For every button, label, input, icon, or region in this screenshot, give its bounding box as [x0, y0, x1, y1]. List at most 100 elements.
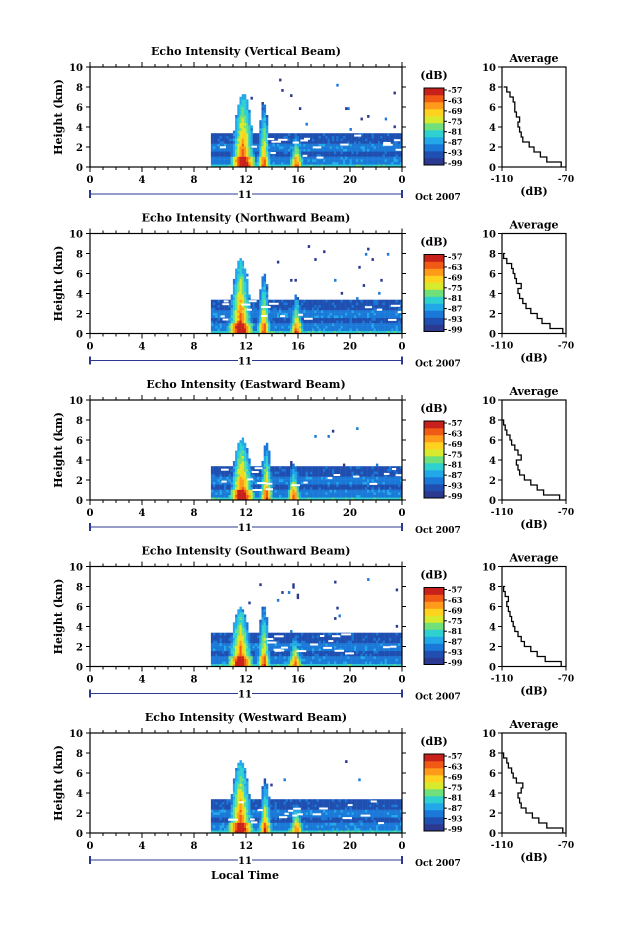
heatmap-cell — [265, 458, 269, 462]
heatmap-cell — [268, 645, 271, 649]
heatmap-cell — [318, 141, 322, 144]
heatmap-cell — [397, 328, 401, 332]
heatmap-cell — [316, 632, 319, 636]
heatmap-cell — [241, 455, 245, 459]
heatmap-cell — [353, 468, 357, 472]
heatmap-cell — [362, 320, 366, 324]
heatmap-cell — [312, 315, 315, 319]
heatmap-cell — [342, 481, 346, 485]
heatmap-cell — [393, 159, 396, 162]
heatmap-cell — [342, 159, 346, 162]
heatmap-cell — [290, 323, 293, 326]
heatmap-cell — [351, 489, 355, 493]
heatmap-cell — [353, 474, 357, 477]
heatmap-cell — [252, 650, 256, 654]
heatmap-cell — [373, 328, 377, 332]
heatmap-cell — [305, 635, 308, 639]
heatmap-cell — [318, 637, 322, 641]
heatmap-cell — [371, 310, 374, 313]
heatmap-cell — [312, 474, 315, 477]
heatmap-cell — [252, 143, 256, 147]
heatmap-cell — [235, 617, 238, 620]
heatmap-cell — [243, 271, 247, 274]
heatmap-cell — [303, 468, 306, 472]
heatmap-cell — [235, 656, 238, 659]
heatmap-cell — [265, 291, 269, 295]
heatmap-cell — [219, 330, 223, 334]
colorbar-tick-label: -69 — [448, 439, 463, 449]
heatmap-cell — [250, 479, 253, 482]
heatmap-cell — [263, 297, 267, 300]
heatmap-cell — [235, 635, 238, 639]
heatmap-cell — [237, 611, 240, 615]
heatmap-cell — [252, 304, 256, 308]
heatmap-cell — [303, 156, 306, 160]
heatmap-cell — [380, 494, 383, 498]
heatmap-cell — [250, 302, 253, 306]
y-tick-label: 10 — [69, 63, 83, 74]
heatmap-cell — [371, 320, 374, 324]
heatmap-cell — [246, 476, 249, 480]
heatmap-cell — [243, 120, 247, 123]
heatmap-cell — [243, 268, 247, 272]
heatmap-cell — [215, 328, 218, 332]
heatmap-cell — [281, 164, 284, 168]
heatmap-cell — [369, 323, 372, 326]
heatmap-cell — [261, 102, 264, 105]
heatmap-cell — [279, 656, 282, 659]
heatmap-cell — [279, 325, 282, 329]
data-gap — [220, 146, 226, 149]
heatmap-cell — [373, 474, 377, 477]
heatmap-cell — [270, 484, 273, 488]
heatmap-cell — [246, 453, 249, 456]
heatmap-cell — [373, 484, 377, 488]
heatmap-cell — [263, 448, 267, 451]
heatmap-cell — [248, 148, 251, 152]
heatmap-cell — [320, 661, 324, 665]
heatmap-cell — [316, 492, 319, 495]
heatmap-cell — [237, 112, 240, 116]
heatmap-cell — [290, 278, 293, 282]
heatmap-cell — [285, 494, 289, 498]
heatmap-cell — [254, 307, 258, 311]
heatmap-cell — [215, 481, 218, 485]
heatmap-cell — [298, 302, 302, 306]
heatmap-cell — [384, 474, 388, 477]
heatmap-cell — [345, 146, 348, 149]
heatmap-cell — [232, 463, 236, 467]
heatmap-cell — [358, 315, 361, 319]
heatmap-cell — [232, 320, 236, 324]
heatmap-cell — [232, 461, 236, 464]
heatmap-cell — [349, 128, 352, 131]
heatmap-cell — [358, 164, 361, 168]
heatmap-cell — [292, 164, 295, 168]
heatmap-cell — [393, 471, 396, 475]
heatmap-cell — [329, 328, 333, 332]
heatmap-cell — [318, 489, 322, 493]
heatmap-cell — [391, 135, 394, 139]
average-y-tick-label: 8 — [489, 416, 496, 427]
heatmap-cell — [331, 497, 335, 501]
heatmap-cell — [246, 164, 249, 168]
heatmap-cell — [292, 476, 295, 480]
heatmap-cell — [400, 164, 403, 168]
heatmap-cell — [367, 476, 370, 480]
heatmap-cell — [336, 317, 339, 321]
heatmap-cell — [307, 320, 311, 324]
heatmap-cell — [290, 307, 293, 311]
heatmap-cell — [362, 159, 366, 162]
heatmap-cell — [325, 156, 328, 160]
heatmap-cell — [243, 286, 247, 290]
heatmap-cell — [371, 494, 374, 498]
heatmap-cell — [228, 328, 231, 332]
heatmap-cell — [320, 159, 324, 162]
heatmap-cell — [353, 328, 357, 332]
heatmap-cell — [378, 164, 381, 168]
data-gap — [300, 139, 308, 142]
heatmap-cell — [224, 315, 227, 319]
heatmap-cell — [334, 494, 337, 498]
heatmap-cell — [331, 494, 335, 498]
heatmap-cell — [221, 645, 225, 649]
heatmap-cell — [323, 161, 326, 165]
heatmap-cell — [281, 299, 284, 303]
